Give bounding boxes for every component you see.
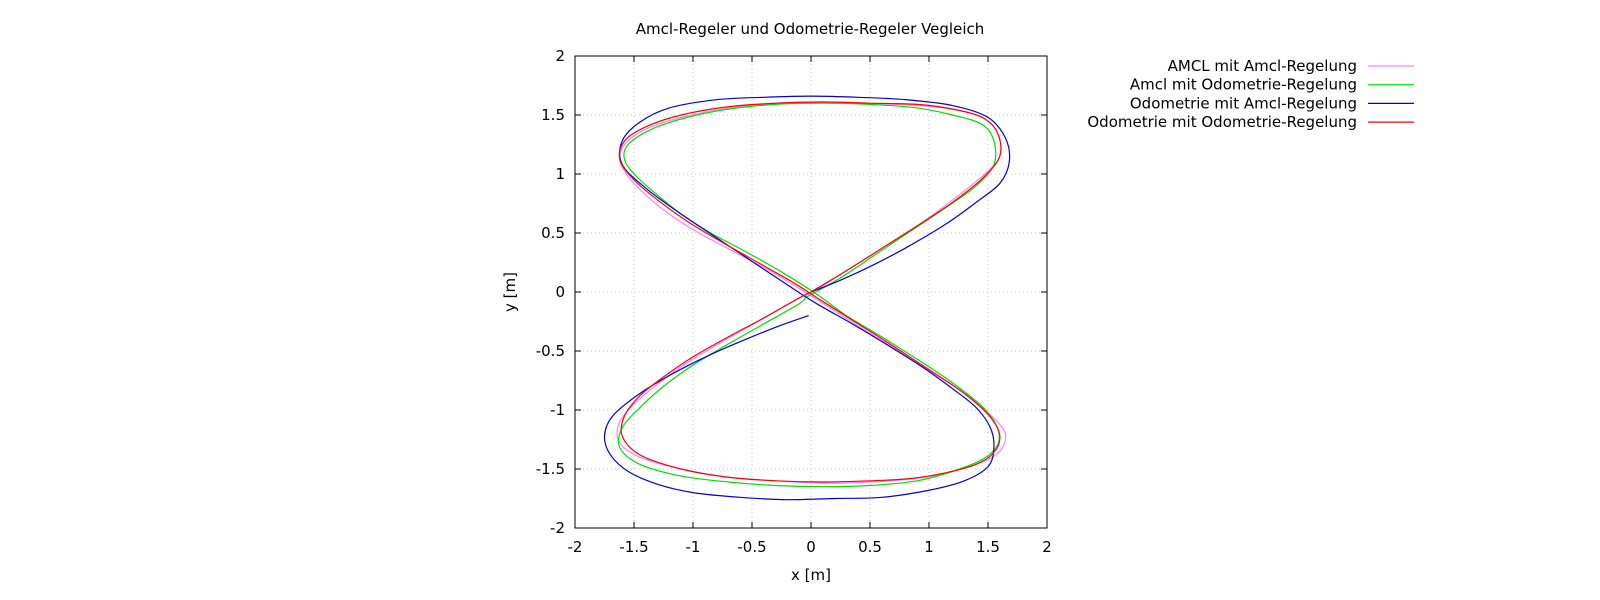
x-tick-label: 0 bbox=[806, 538, 816, 556]
x-tick-label: -1 bbox=[686, 538, 701, 556]
y-tick-label: 0 bbox=[555, 283, 565, 301]
x-tick-label: 1 bbox=[924, 538, 934, 556]
axis-ticks: -2 -1.5 -1 -0.5 0 0.5 1 1.5 2 -2 -1.5 -1 -0.5 0 0.5 1 1.… bbox=[536, 47, 1052, 556]
x-tick-label: -2 bbox=[568, 538, 583, 556]
series-line-odometrie-mit-amcl-regelung bbox=[603, 95, 1011, 501]
x-tick-label: -1.5 bbox=[619, 538, 648, 556]
x-axis-label: x [m] bbox=[791, 566, 831, 584]
x-tick-label: 2 bbox=[1042, 538, 1052, 556]
legend-label-amcl-mit-odometrie-regelung: Amcl mit Odometrie-Regelung bbox=[1130, 76, 1357, 94]
x-tick-label: -0.5 bbox=[737, 538, 766, 556]
y-tick-label: -1 bbox=[550, 401, 565, 419]
y-tick-label: 0.5 bbox=[541, 224, 565, 242]
y-tick-label: -2 bbox=[550, 519, 565, 537]
y-tick-label: -1.5 bbox=[536, 460, 565, 478]
x-tick-label: 0.5 bbox=[858, 538, 882, 556]
legend-label-odometrie-mit-amcl-regelung: Odometrie mit Amcl-Regelung bbox=[1130, 94, 1357, 112]
series-line-amcl-mit-odometrie-regelung bbox=[617, 102, 1000, 488]
series-group bbox=[603, 95, 1011, 501]
y-axis-label: y [m] bbox=[501, 272, 519, 312]
y-tick-label: -0.5 bbox=[536, 342, 565, 360]
y-tick-label: 1.5 bbox=[541, 106, 565, 124]
series-line-odometrie-mit-odometrie-regelung bbox=[618, 101, 1002, 483]
y-tick-label: 2 bbox=[555, 47, 565, 65]
legend-label-odometrie-mit-odometrie-regelung: Odometrie mit Odometrie-Regelung bbox=[1087, 113, 1357, 131]
x-tick-label: 1.5 bbox=[976, 538, 1000, 556]
series-line-amcl-mit-amcl-regelung bbox=[616, 101, 1007, 484]
legend-label-amcl-mit-amcl-regelung: AMCL mit Amcl-Regelung bbox=[1168, 57, 1357, 75]
y-tick-label: 1 bbox=[555, 165, 565, 183]
chart-title: Amcl-Regeler und Odometrie-Regeler Vegle… bbox=[636, 20, 985, 38]
